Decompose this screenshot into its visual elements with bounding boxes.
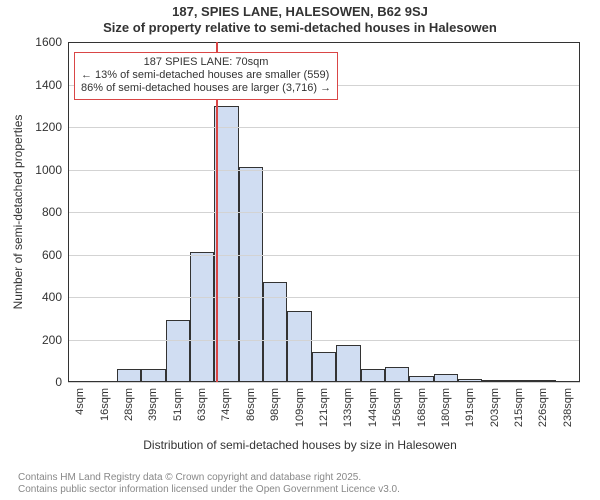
chart-bar — [361, 369, 385, 382]
chart-subtitle: Size of property relative to semi-detach… — [0, 20, 600, 35]
chart-x-tick-label: 74sqm — [220, 388, 232, 421]
chart-bar — [336, 345, 360, 382]
annotation-line-2: ← 13% of semi-detached houses are smalle… — [81, 69, 331, 82]
footer-line-2: Contains public sector information licen… — [18, 484, 400, 495]
chart-x-tick-label: 51sqm — [172, 388, 184, 421]
chart-x-tick-label: 133sqm — [342, 388, 354, 427]
chart-x-tick-label: 215sqm — [513, 388, 525, 427]
chart-x-tick-label: 156sqm — [391, 388, 403, 427]
chart-gridline — [68, 382, 580, 383]
chart-gridline — [68, 297, 580, 298]
chart-x-tick-label: 16sqm — [99, 388, 111, 421]
chart-x-tick-label: 203sqm — [489, 388, 501, 427]
chart-bar — [312, 352, 336, 382]
chart-bar — [287, 311, 311, 382]
chart-y-tick-label: 800 — [42, 205, 62, 219]
chart-x-tick-label: 86sqm — [245, 388, 257, 421]
chart-y-tick-label: 0 — [55, 375, 62, 389]
chart-gridline — [68, 212, 580, 213]
chart-plot-area: 187 SPIES LANE: 70sqm ← 13% of semi-deta… — [68, 42, 580, 382]
chart-annotation-box: 187 SPIES LANE: 70sqm ← 13% of semi-deta… — [74, 52, 338, 100]
chart-x-tick-label: 180sqm — [440, 388, 452, 427]
chart-y-tick-label: 1400 — [35, 78, 62, 92]
chart-gridline — [68, 170, 580, 171]
annotation-line-1: 187 SPIES LANE: 70sqm — [81, 56, 331, 69]
chart-x-tick-label: 121sqm — [318, 388, 330, 427]
chart-y-tick-label: 1000 — [35, 163, 62, 177]
chart-y-tick-label: 200 — [42, 333, 62, 347]
chart-x-tick-label: 226sqm — [537, 388, 549, 427]
page-root: 187, SPIES LANE, HALESOWEN, B62 9SJ Size… — [0, 0, 600, 500]
chart-bar — [166, 320, 190, 382]
chart-bar — [141, 369, 165, 382]
chart-x-axis-label: Distribution of semi-detached houses by … — [143, 438, 457, 452]
annotation-line-3: 86% of semi-detached houses are larger (… — [81, 82, 331, 95]
chart-x-tick-label: 109sqm — [294, 388, 306, 427]
chart-x-tick-label: 144sqm — [367, 388, 379, 427]
chart-bar — [190, 252, 214, 382]
chart-y-tick-label: 400 — [42, 290, 62, 304]
chart-title: 187, SPIES LANE, HALESOWEN, B62 9SJ — [0, 4, 600, 19]
chart-gridline — [68, 340, 580, 341]
chart-y-tick-label: 600 — [42, 248, 62, 262]
chart-bar — [239, 167, 263, 382]
chart-x-tick-label: 4sqm — [74, 388, 86, 415]
footer-line-1: Contains HM Land Registry data © Crown c… — [18, 472, 361, 483]
chart-x-tick-label: 191sqm — [464, 388, 476, 427]
chart-y-tick-label: 1200 — [35, 120, 62, 134]
chart-y-axis-label: Number of semi-detached properties — [11, 115, 25, 310]
chart-x-tick-label: 28sqm — [123, 388, 135, 421]
chart-bar — [434, 374, 458, 383]
chart-x-tick-label: 98sqm — [269, 388, 281, 421]
chart-gridline — [68, 127, 580, 128]
chart-x-tick-label: 168sqm — [416, 388, 428, 427]
chart-x-tick-label: 238sqm — [562, 388, 574, 427]
chart-gridline — [68, 42, 580, 43]
chart-bar — [385, 367, 409, 382]
chart-x-tick-label: 63sqm — [196, 388, 208, 421]
chart-bar — [117, 369, 141, 382]
chart-x-tick-label: 39sqm — [147, 388, 159, 421]
chart-gridline — [68, 255, 580, 256]
chart-y-tick-label: 1600 — [35, 35, 62, 49]
